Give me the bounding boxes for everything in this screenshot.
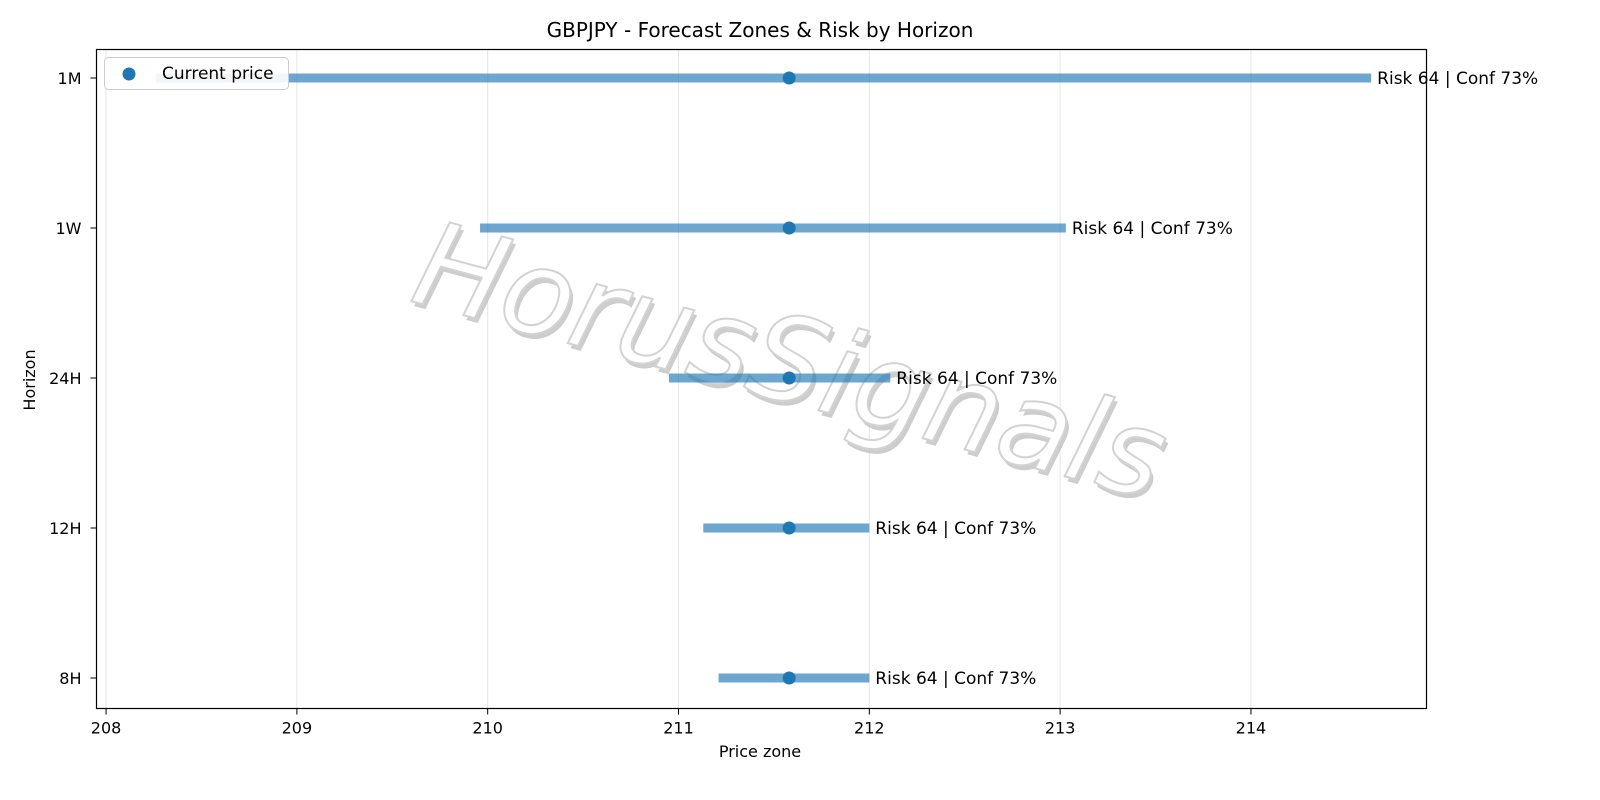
current-price-point (782, 371, 796, 385)
legend: Current price (104, 57, 289, 90)
x-tick-label: 208 (91, 719, 122, 738)
legend-box (104, 57, 289, 90)
y-tick-label: 1M (58, 69, 82, 88)
y-axis-label: Horizon (20, 349, 39, 410)
y-tick-label: 24H (49, 369, 81, 388)
current-price-point (782, 671, 796, 685)
risk-confidence-label: Risk 64 | Conf 73% (1072, 219, 1233, 239)
x-tick-label: 210 (472, 719, 503, 738)
grid-lines (105, 49, 1252, 709)
forecast-range-bar (668, 373, 891, 383)
y-tick-label: 1W (56, 219, 82, 238)
risk-confidence-label: Risk 64 | Conf 73% (896, 369, 1057, 389)
y-tick-label: 12H (49, 519, 81, 538)
x-tick-label: 212 (854, 719, 885, 738)
current-price-points (782, 71, 796, 685)
x-tick-label: 209 (282, 719, 313, 738)
x-tick-label: 211 (663, 719, 694, 738)
plot-frame (95, 48, 1428, 710)
legend-marker (122, 67, 136, 81)
risk-confidence-label: Risk 64 | Conf 73% (875, 669, 1036, 689)
x-axis-ticks: 208 209 210 211 212 213 214 (91, 708, 1267, 738)
forecast-range-bar (480, 223, 1066, 233)
forecast-range-bar (155, 73, 1372, 83)
risk-confidence-label: Risk 64 | Conf 73% (1377, 69, 1538, 89)
legend-label: Current price (162, 64, 274, 84)
risk-confidence-label: Risk 64 | Conf 73% (875, 519, 1036, 539)
x-tick-label: 213 (1045, 719, 1076, 738)
current-price-point (782, 521, 796, 535)
risk-confidence-labels: Risk 64 | Conf 73% Risk 64 | Conf 73% Risk… (875, 69, 1538, 689)
y-tick-label: 8H (59, 669, 81, 688)
x-tick-label: 214 (1236, 719, 1267, 738)
current-price-point (782, 221, 796, 235)
chart-title: GBPJPY - Forecast Zones & Risk by Horizo… (547, 18, 974, 42)
y-axis-ticks: 1M 1W 24H 12H 8H (49, 69, 97, 688)
current-price-point (782, 71, 796, 85)
x-axis-label: Price zone (719, 742, 801, 761)
